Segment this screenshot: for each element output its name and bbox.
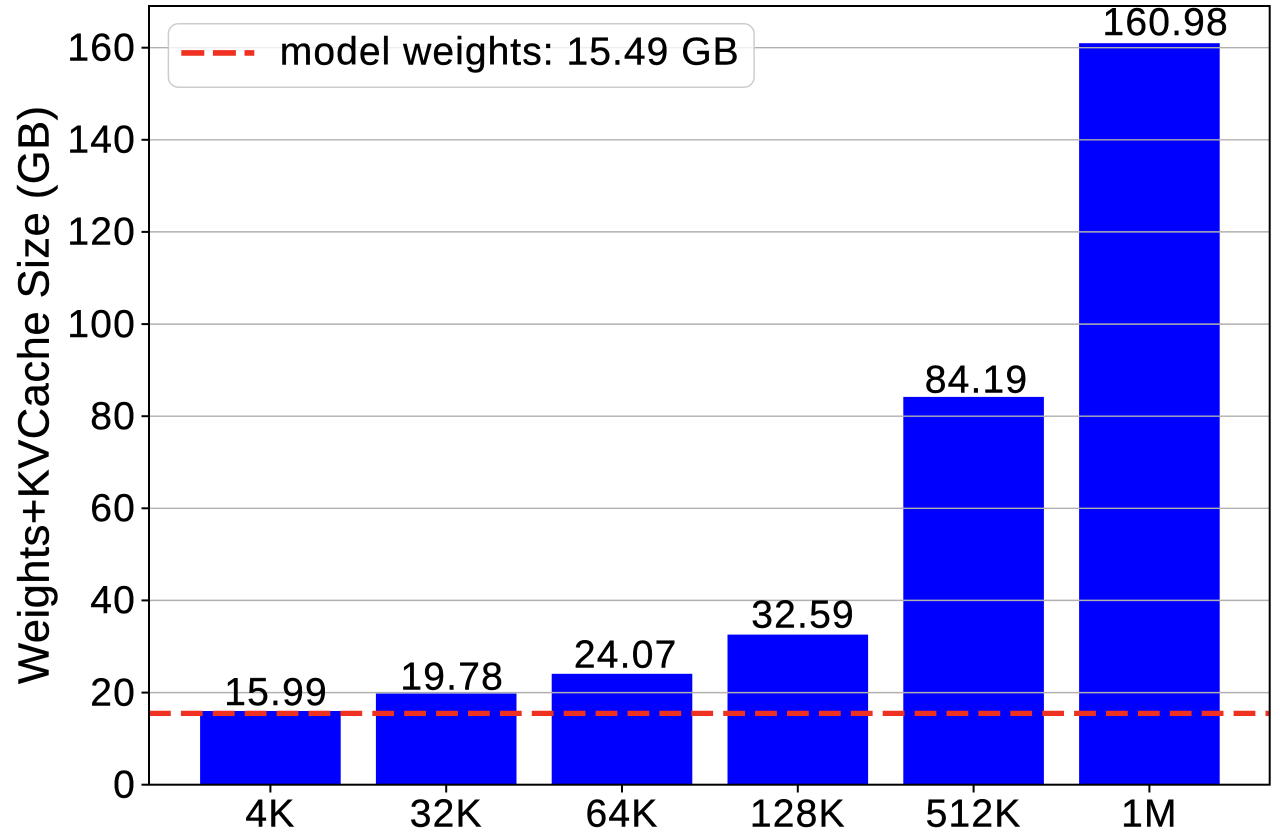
svg-text:model weights: 15.49 GB: model weights: 15.49 GB xyxy=(280,31,740,74)
svg-text:128K: 128K xyxy=(750,793,846,836)
svg-text:24.07: 24.07 xyxy=(574,634,678,677)
svg-text:512K: 512K xyxy=(926,793,1022,836)
svg-text:160.98: 160.98 xyxy=(1102,1,1229,44)
svg-text:60: 60 xyxy=(90,487,136,530)
svg-text:84.19: 84.19 xyxy=(925,358,1029,401)
svg-text:19.78: 19.78 xyxy=(400,656,504,699)
svg-text:64K: 64K xyxy=(586,793,659,836)
svg-text:0: 0 xyxy=(113,764,136,807)
svg-text:40: 40 xyxy=(90,579,136,622)
svg-text:1M: 1M xyxy=(1121,793,1178,836)
svg-text:140: 140 xyxy=(67,119,136,162)
svg-text:80: 80 xyxy=(90,395,136,438)
svg-text:20: 20 xyxy=(90,671,136,714)
svg-text:32.59: 32.59 xyxy=(751,594,855,637)
svg-text:120: 120 xyxy=(67,211,136,254)
svg-text:Weights+KVCache Size (GB): Weights+KVCache Size (GB) xyxy=(10,105,58,684)
svg-text:15.99: 15.99 xyxy=(224,671,328,714)
svg-text:160: 160 xyxy=(67,27,136,70)
svg-text:32K: 32K xyxy=(410,793,483,836)
svg-text:4K: 4K xyxy=(245,793,295,836)
svg-text:100: 100 xyxy=(67,303,136,346)
